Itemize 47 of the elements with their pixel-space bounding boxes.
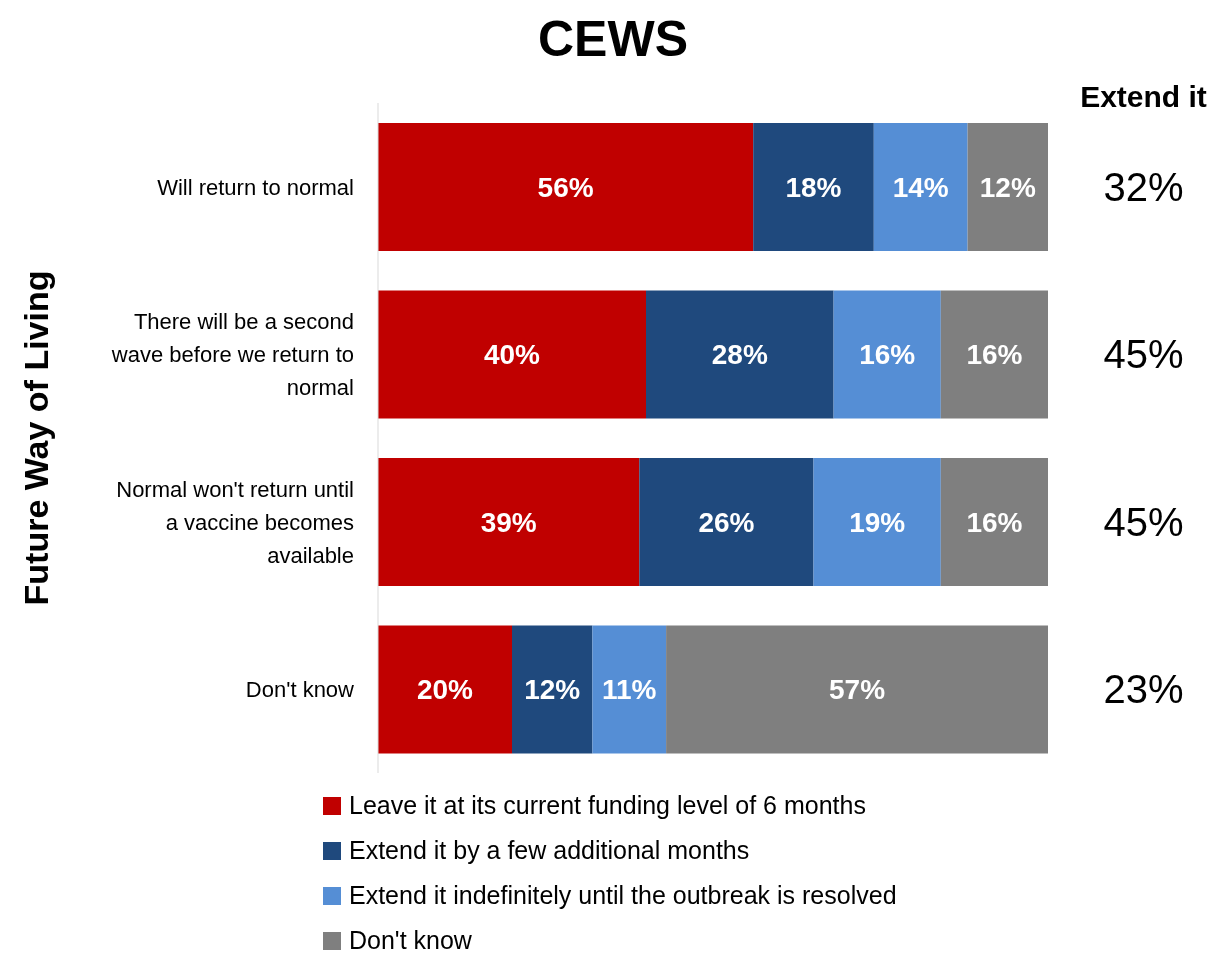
data-label: 56% — [537, 171, 594, 203]
bar — [967, 123, 1048, 251]
bar — [378, 123, 754, 251]
legend-label: Extend it indefinitely until the outbreak is resolved — [349, 881, 897, 910]
bar — [592, 625, 667, 754]
text: 45% — [1102, 498, 1185, 546]
bar — [646, 290, 834, 419]
data-label: 28% — [711, 339, 768, 371]
data-label: 19% — [849, 506, 906, 538]
bar — [378, 290, 646, 419]
y-tick-label: Don't know — [245, 676, 355, 702]
legend-label: Don't know — [349, 926, 472, 955]
legend-label: Extend it by a few additional months — [349, 836, 750, 865]
bar — [873, 123, 968, 251]
data-label: 40% — [483, 339, 541, 371]
data-label: 16% — [966, 506, 1023, 538]
chart-title: CEWS — [537, 10, 689, 69]
data-label: 16% — [859, 339, 916, 371]
legend-label: Leave it at its current funding level of 6 months — [349, 791, 866, 820]
text: 45% — [1102, 331, 1185, 379]
data-label: 18% — [785, 171, 842, 203]
text: Extend it — [1079, 80, 1208, 114]
bar — [940, 458, 1048, 586]
data-label: 12% — [979, 171, 1036, 203]
bar — [813, 458, 941, 586]
bar — [378, 625, 512, 754]
data-label: 26% — [698, 506, 755, 538]
data-label: 12% — [524, 674, 581, 706]
y-axis-title: Future Way of Living — [17, 270, 56, 606]
data-label: 20% — [416, 674, 474, 706]
text: 23% — [1102, 666, 1185, 714]
bar — [512, 625, 593, 754]
bar — [378, 458, 640, 586]
data-label: 39% — [480, 506, 537, 538]
y-tick-label: Normal won't return until a vaccine becomes available — [116, 476, 354, 568]
text: 32% — [1102, 163, 1185, 211]
bar — [639, 458, 814, 586]
y-tick-label: There will be a second wave before we return to normal — [110, 308, 354, 400]
y-tick-label: Will return to normal — [157, 174, 354, 200]
data-label: 11% — [602, 674, 657, 706]
bar — [666, 625, 1048, 754]
bar — [753, 123, 874, 251]
data-label: 57% — [829, 674, 886, 706]
bar — [940, 290, 1048, 419]
data-label: 16% — [966, 339, 1023, 371]
data-label: 14% — [892, 171, 949, 203]
bar — [833, 290, 941, 419]
